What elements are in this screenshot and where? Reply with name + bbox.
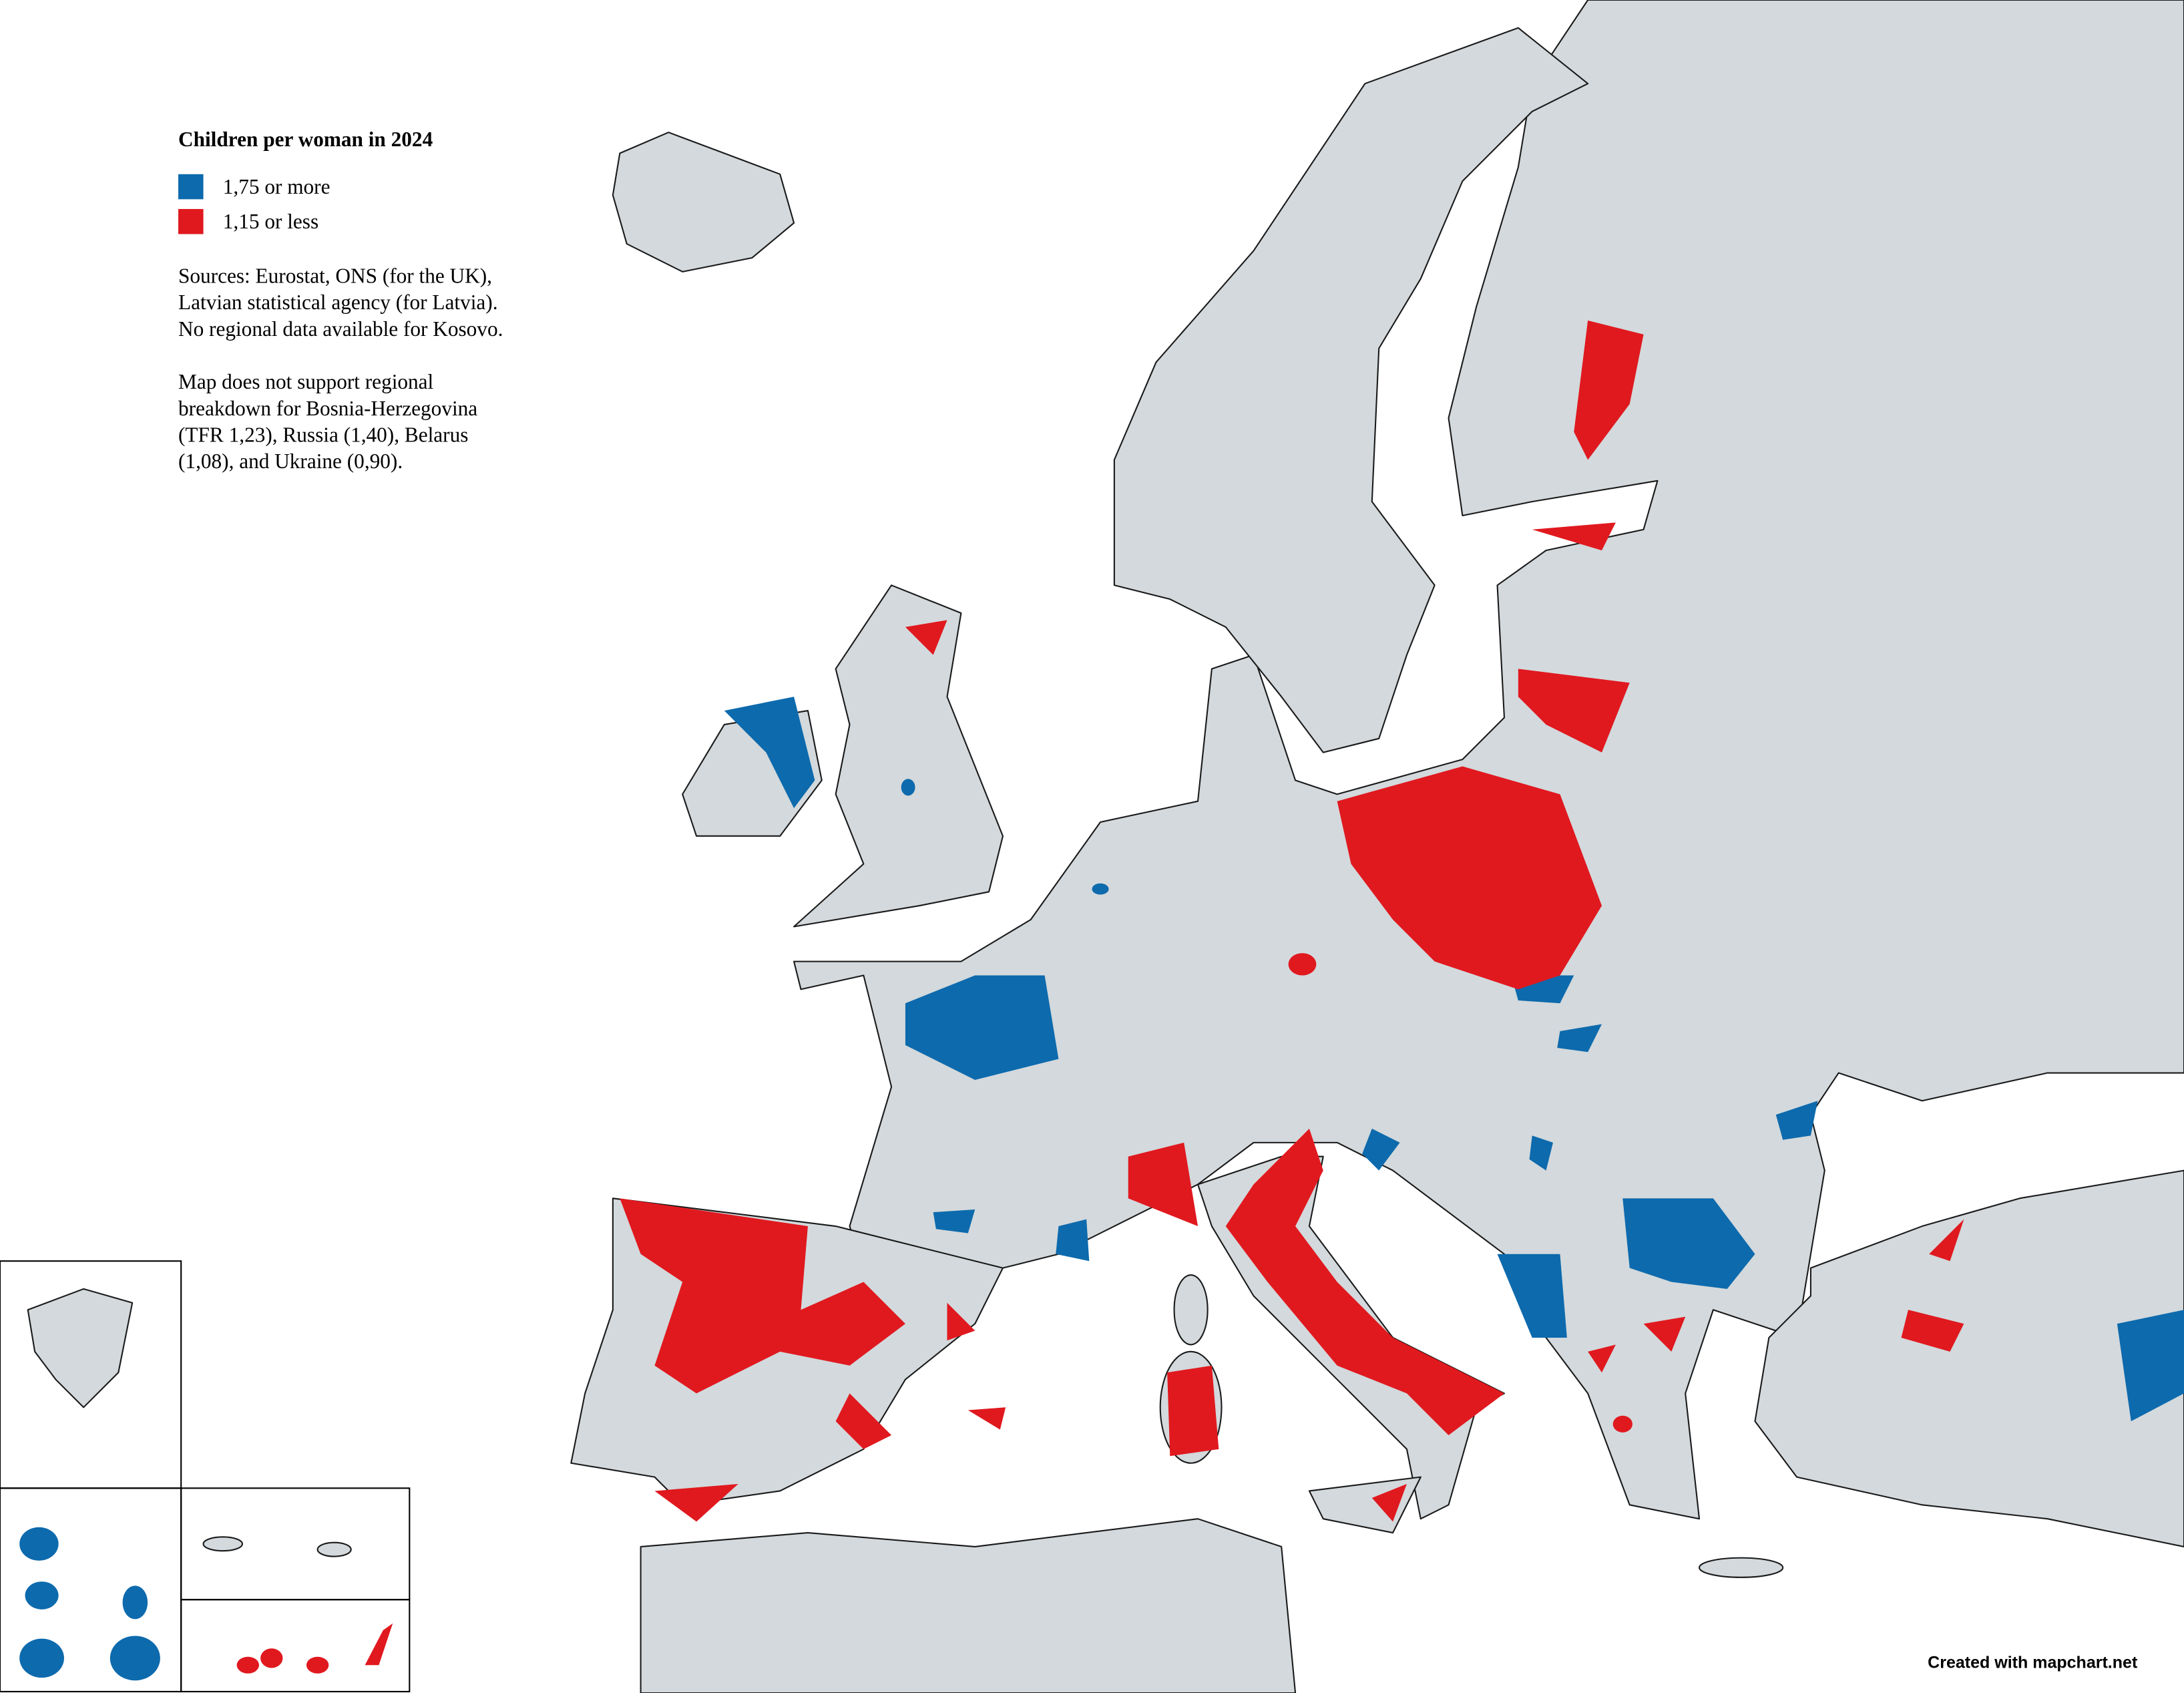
low-region <box>835 1393 892 1449</box>
low-region <box>1532 522 1616 551</box>
low-region <box>654 1484 738 1522</box>
high-region <box>901 779 915 796</box>
land-area <box>640 1518 1297 1693</box>
note-line: Map does not support regional <box>178 370 434 393</box>
high-region <box>1622 1198 1755 1289</box>
low-region <box>1929 1219 1964 1262</box>
high-region <box>2117 1310 2184 1422</box>
high-region <box>905 975 1059 1080</box>
high-region <box>19 1527 59 1561</box>
high-region <box>933 1209 975 1234</box>
low-fertility-regions <box>236 320 1964 1674</box>
land-area <box>612 132 795 272</box>
low-region <box>967 1407 1006 1430</box>
legend-label: 1,15 or less <box>223 210 318 233</box>
low-region <box>620 1198 905 1394</box>
low-region <box>947 1302 975 1341</box>
land-area <box>1113 27 1589 753</box>
low-region <box>1371 1484 1407 1522</box>
high-region <box>1529 1135 1553 1171</box>
low-region <box>1588 1344 1616 1373</box>
sources-line: No regional data available for Kosovo. <box>178 317 503 341</box>
inset-frame <box>180 1599 411 1692</box>
legend-swatch <box>178 208 204 234</box>
land-area <box>27 1288 134 1408</box>
high-region <box>1497 1254 1567 1338</box>
high-region <box>1362 1129 1400 1171</box>
land-area <box>202 1536 244 1552</box>
credit: Created with mapchart.net <box>1928 1653 2138 1672</box>
note-line: (TFR 1,23), Russia (1,40), Belarus <box>178 423 468 446</box>
note-line: breakdown for Bosnia-Herzegovina <box>178 397 477 420</box>
high-region <box>1056 1219 1090 1262</box>
high-fertility-regions <box>19 697 2184 1681</box>
low-region <box>306 1656 329 1674</box>
low-region <box>1901 1310 1964 1352</box>
low-region <box>1518 669 1630 753</box>
low-region <box>1643 1316 1686 1352</box>
low-region <box>236 1656 260 1674</box>
high-region <box>19 1638 64 1678</box>
high-region <box>1775 1101 1818 1140</box>
high-region <box>724 697 815 809</box>
inset-frames <box>0 1260 411 1692</box>
land-area <box>1754 1169 2184 1547</box>
land-area <box>1698 1557 1784 1578</box>
high-region <box>122 1585 148 1620</box>
low-region <box>260 1648 283 1668</box>
land-area <box>1173 1274 1209 1346</box>
high-region <box>110 1636 160 1681</box>
legend: Children per woman in 2024 1,75 or more 1… <box>178 128 503 473</box>
land-area <box>793 584 1004 928</box>
low-region <box>1612 1415 1632 1433</box>
high-region <box>1557 1024 1602 1053</box>
high-region <box>1092 883 1109 895</box>
note-line: (1,08), and Ukraine (0,90). <box>178 449 403 473</box>
low-region <box>1574 320 1644 460</box>
legend-swatch <box>178 174 204 200</box>
sources-line: Sources: Eurostat, ONS (for the UK), <box>178 264 492 288</box>
low-region <box>365 1623 393 1666</box>
low-region <box>1337 766 1602 990</box>
land <box>27 0 2184 1693</box>
land-area <box>316 1541 352 1557</box>
sources-line: Latvian statistical agency (for Latvia). <box>178 291 498 314</box>
low-region <box>1225 1129 1504 1436</box>
legend-title: Children per woman in 2024 <box>178 128 433 151</box>
legend-label: 1,75 or more <box>223 175 331 198</box>
high-region <box>25 1581 59 1610</box>
low-region <box>905 620 947 655</box>
low-region <box>1167 1365 1219 1457</box>
low-region <box>1288 953 1317 976</box>
